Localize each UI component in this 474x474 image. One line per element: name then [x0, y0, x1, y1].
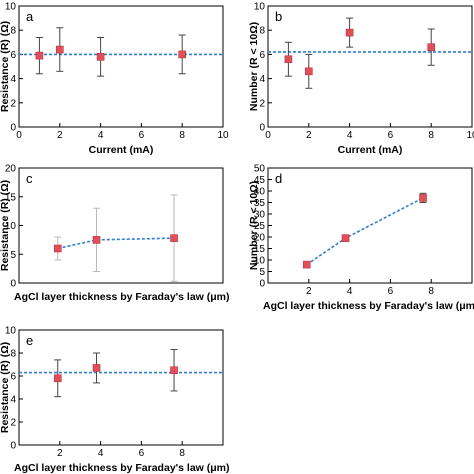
plot-frame — [18, 329, 224, 446]
x-tick-label: 8 — [428, 286, 434, 297]
y-tick-label: 25 — [254, 221, 266, 232]
y-tick-label: 8 — [10, 349, 16, 360]
y-tick-label: 20 — [254, 233, 266, 244]
panel-letter: b — [275, 9, 282, 24]
y-tick-label: 45 — [254, 175, 266, 186]
y-tick-label: 30 — [254, 210, 266, 221]
y-tick-label: 5 — [259, 267, 265, 278]
y-tick-label: 2 — [10, 418, 16, 429]
y-axis-title: Resistance (R) (Ω) — [0, 21, 11, 112]
panel-letter: a — [26, 9, 34, 24]
y-tick-label: 0 — [259, 279, 265, 290]
y-tick-label: 8 — [259, 26, 265, 37]
panel-letter: d — [275, 171, 282, 186]
y-tick-label: 10 — [254, 256, 266, 267]
x-axis-title: AgCl layer thickness by Faraday's law (μ… — [14, 291, 230, 303]
trend-line — [57, 237, 175, 250]
y-tick-label: 6 — [259, 50, 265, 61]
x-tick-label: 4 — [347, 286, 353, 297]
data-point — [170, 234, 178, 242]
x-tick-label: 2 — [57, 130, 63, 141]
y-tick-label: 50 — [254, 164, 266, 175]
plot-frame — [267, 5, 473, 128]
plot-frame — [18, 167, 224, 284]
y-axis-title: Number (R < 10Ω) — [248, 181, 260, 270]
x-tick-label: 2 — [306, 286, 312, 297]
data-point — [55, 45, 64, 54]
data-point — [341, 234, 350, 242]
y-tick-label: 10 — [5, 221, 17, 232]
y-tick-label: 4 — [10, 74, 16, 85]
y-tick-label: 0 — [10, 441, 16, 452]
panel-letter: e — [26, 333, 33, 348]
data-point — [284, 55, 293, 64]
y-tick-label: 10 — [5, 2, 17, 13]
y-tick-label: 6 — [10, 50, 16, 61]
x-tick-label: 6 — [388, 130, 394, 141]
x-tick-label: 6 — [139, 130, 145, 141]
x-tick-label: 2 — [306, 130, 312, 141]
y-tick-label: 35 — [254, 198, 266, 209]
data-point — [419, 194, 427, 202]
x-tick-label: 2 — [57, 448, 63, 459]
y-tick-label: 4 — [10, 395, 16, 406]
x-axis-title: AgCl layer thickness by Faraday's law (μ… — [14, 462, 230, 474]
panel-b: 0 2 4 6 8 10 0 2 4 6 8 10 b Current (mA) Number (R < 1… — [248, 2, 474, 157]
y-tick-label: 0 — [259, 123, 265, 134]
data-point — [92, 364, 101, 372]
panel-letter: c — [26, 171, 33, 186]
plot-frame — [18, 5, 224, 128]
panel-c: 0 5 10 15 20 c AgCl layer thickness by Faraday… — [0, 164, 230, 304]
x-tick-label: 8 — [428, 130, 434, 141]
data-point — [53, 244, 62, 253]
data-point — [302, 260, 311, 269]
y-tick-label: 15 — [5, 192, 17, 203]
data-point — [345, 28, 354, 37]
data-point — [96, 53, 105, 61]
y-axis-title: Number (R < 10Ω) — [248, 22, 260, 111]
y-tick-label: 10 — [254, 2, 266, 13]
y-tick-label: 15 — [254, 244, 266, 255]
y-tick-label: 6 — [10, 372, 16, 383]
data-point — [92, 236, 101, 244]
y-tick-label: 0 — [10, 123, 16, 134]
data-point — [178, 50, 186, 59]
data-point — [53, 374, 62, 383]
x-tick-label: 10 — [217, 130, 229, 141]
plot-frame — [267, 167, 473, 284]
y-tick-label: 40 — [254, 187, 266, 198]
x-tick-label: 6 — [388, 286, 394, 297]
y-tick-label: 8 — [10, 26, 16, 37]
data-point — [304, 67, 313, 76]
x-tick-label: 4 — [347, 130, 353, 141]
data-point — [35, 51, 44, 60]
panel-a: 0 2 4 6 8 10 0 2 4 6 8 10 a Current (mA) Resistance (R… — [0, 2, 229, 157]
y-tick-label: 2 — [259, 98, 265, 109]
x-axis-title: Current (mA) — [338, 144, 403, 156]
y-tick-label: 4 — [259, 74, 265, 85]
y-tick-label: 10 — [5, 326, 17, 337]
data-point — [427, 43, 436, 51]
x-tick-label: 8 — [179, 448, 185, 459]
y-tick-label: 5 — [10, 250, 16, 261]
x-tick-label: 4 — [98, 130, 104, 141]
x-tick-label: 8 — [179, 130, 185, 141]
y-tick-label: 0 — [10, 279, 16, 290]
x-tick-label: 10 — [466, 130, 474, 141]
x-tick-label: 0 — [16, 130, 22, 141]
x-tick-label: 6 — [139, 448, 145, 459]
y-axis-title: Resistance (R) (Ω) — [0, 342, 11, 433]
y-axis-title: Resistance (R) (Ω) — [0, 180, 11, 271]
trend-line — [306, 197, 424, 266]
x-axis-title: Current (mA) — [89, 144, 154, 156]
y-tick-label: 20 — [5, 164, 17, 175]
x-tick-label: 4 — [98, 448, 104, 459]
x-axis-title: AgCl layer thickness by Faraday's law (μ… — [263, 300, 474, 312]
data-point — [170, 366, 178, 375]
x-tick-label: 0 — [265, 130, 271, 141]
y-tick-label: 2 — [10, 98, 16, 109]
